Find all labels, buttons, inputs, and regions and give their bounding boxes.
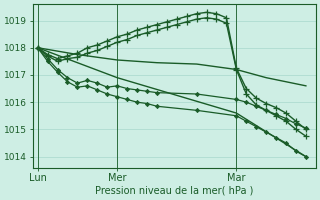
X-axis label: Pression niveau de la mer( hPa ): Pression niveau de la mer( hPa ) bbox=[95, 186, 253, 196]
